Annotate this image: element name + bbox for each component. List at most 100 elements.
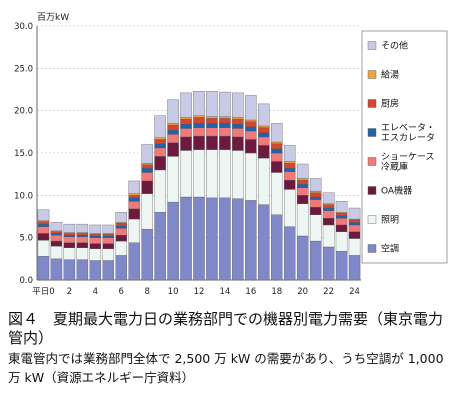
bar-segment [296,184,309,188]
bar-segment [128,242,140,281]
bar-segment [245,119,257,122]
bar-segment [37,221,50,225]
bar-segment [309,214,322,242]
bar-segment [50,231,63,234]
bar-segment [258,127,270,133]
bar-segment [180,92,192,118]
bar-segment [258,157,270,205]
legend-swatch [367,186,377,195]
bar-segment [102,224,115,234]
bar-segment [348,219,361,223]
x-tick-label: 8 [144,287,149,297]
bar-segment [309,199,322,208]
bar-segment [76,247,89,260]
bar-segment [141,164,153,169]
bar-segment [63,236,76,243]
bar-segment [50,233,63,236]
bar-segment [193,135,205,150]
y-tick-label: 0.0 [19,276,33,286]
bar-segment [102,234,115,237]
bar-segment [115,212,127,223]
bar-segment [167,201,179,281]
legend-label: ショーケース冷蔵庫 [381,152,435,173]
bar-segment [271,161,283,173]
bar-segment [232,150,244,199]
bar-segment [193,123,205,128]
bar-segment [206,197,218,281]
bar-segment [63,223,76,233]
bar-segment [50,240,63,247]
bar-segment [348,231,361,239]
bar-segment [89,234,102,237]
bar-segment [245,152,257,201]
y-unit-label: 百万kW [37,12,69,23]
bar-segment [115,223,127,226]
legend-swatch [367,157,377,166]
bar-segment [271,123,283,143]
bar-segment [50,222,63,232]
bar-segment [296,187,309,196]
bar-segment [206,91,218,117]
bar-segment [154,156,166,171]
bar-segment [115,234,127,242]
legend-label: 照明 [381,215,399,226]
bar-segment [271,214,283,281]
bar-segment [128,193,140,196]
bar-segment [37,223,50,227]
bar-segment [115,240,127,256]
bar-segment [232,118,244,125]
bar-segment [309,192,322,198]
bar-segment [232,128,244,138]
bar-segment [206,149,218,199]
bar-segment [245,139,257,154]
bar-segment [219,118,231,124]
bar-segment [271,143,283,149]
bar-segment [322,218,335,226]
bar-segment [180,118,192,125]
bar-segment [271,148,283,154]
bar-segment [245,126,257,132]
bar-segment [76,236,89,243]
x-axis: 平日0 2 4 6 8 10 12 14 16 18 20 22 24 [32,287,360,297]
bar-segment [219,197,231,281]
x-tick-label: 16 [245,287,256,297]
bar-segment [154,137,166,140]
x-tick-label: 20 [297,287,308,297]
bar-segment [296,178,309,181]
bar-segment [89,260,102,281]
bar-segment [309,196,322,200]
bar-segment [76,233,89,236]
bar-segment [154,115,166,138]
bar-segment [245,121,257,127]
legend-swatch [367,99,377,108]
bar-segment [283,179,296,190]
bar-segment [89,235,102,238]
x-tick-label: 平日0 [32,287,54,297]
bar-segment [206,123,218,128]
bar-segment [335,212,348,216]
bar-segment [89,224,102,234]
bar-segment [219,123,231,128]
bar-segment [232,198,244,281]
bar-segment [102,248,115,261]
x-tick-label: 6 [119,287,124,297]
y-tick-label: 30.0 [14,22,33,32]
x-tick-label: 14 [220,287,231,297]
legend-swatch [367,244,377,253]
bar-segment [180,124,192,129]
bar-segment [245,130,257,140]
bar-segment [322,224,335,248]
bar-segment [348,238,361,256]
bar-segment [271,172,283,215]
bar-segment [193,196,205,281]
bar-segment [141,229,153,281]
bar-segment [167,99,179,124]
bar-segment [50,258,63,281]
bar-segment [258,103,270,127]
bar-segment [141,180,153,194]
bar-segment [283,168,296,172]
bar-segment [335,218,348,226]
bar-segment [115,255,127,281]
bar-segment [232,117,244,120]
